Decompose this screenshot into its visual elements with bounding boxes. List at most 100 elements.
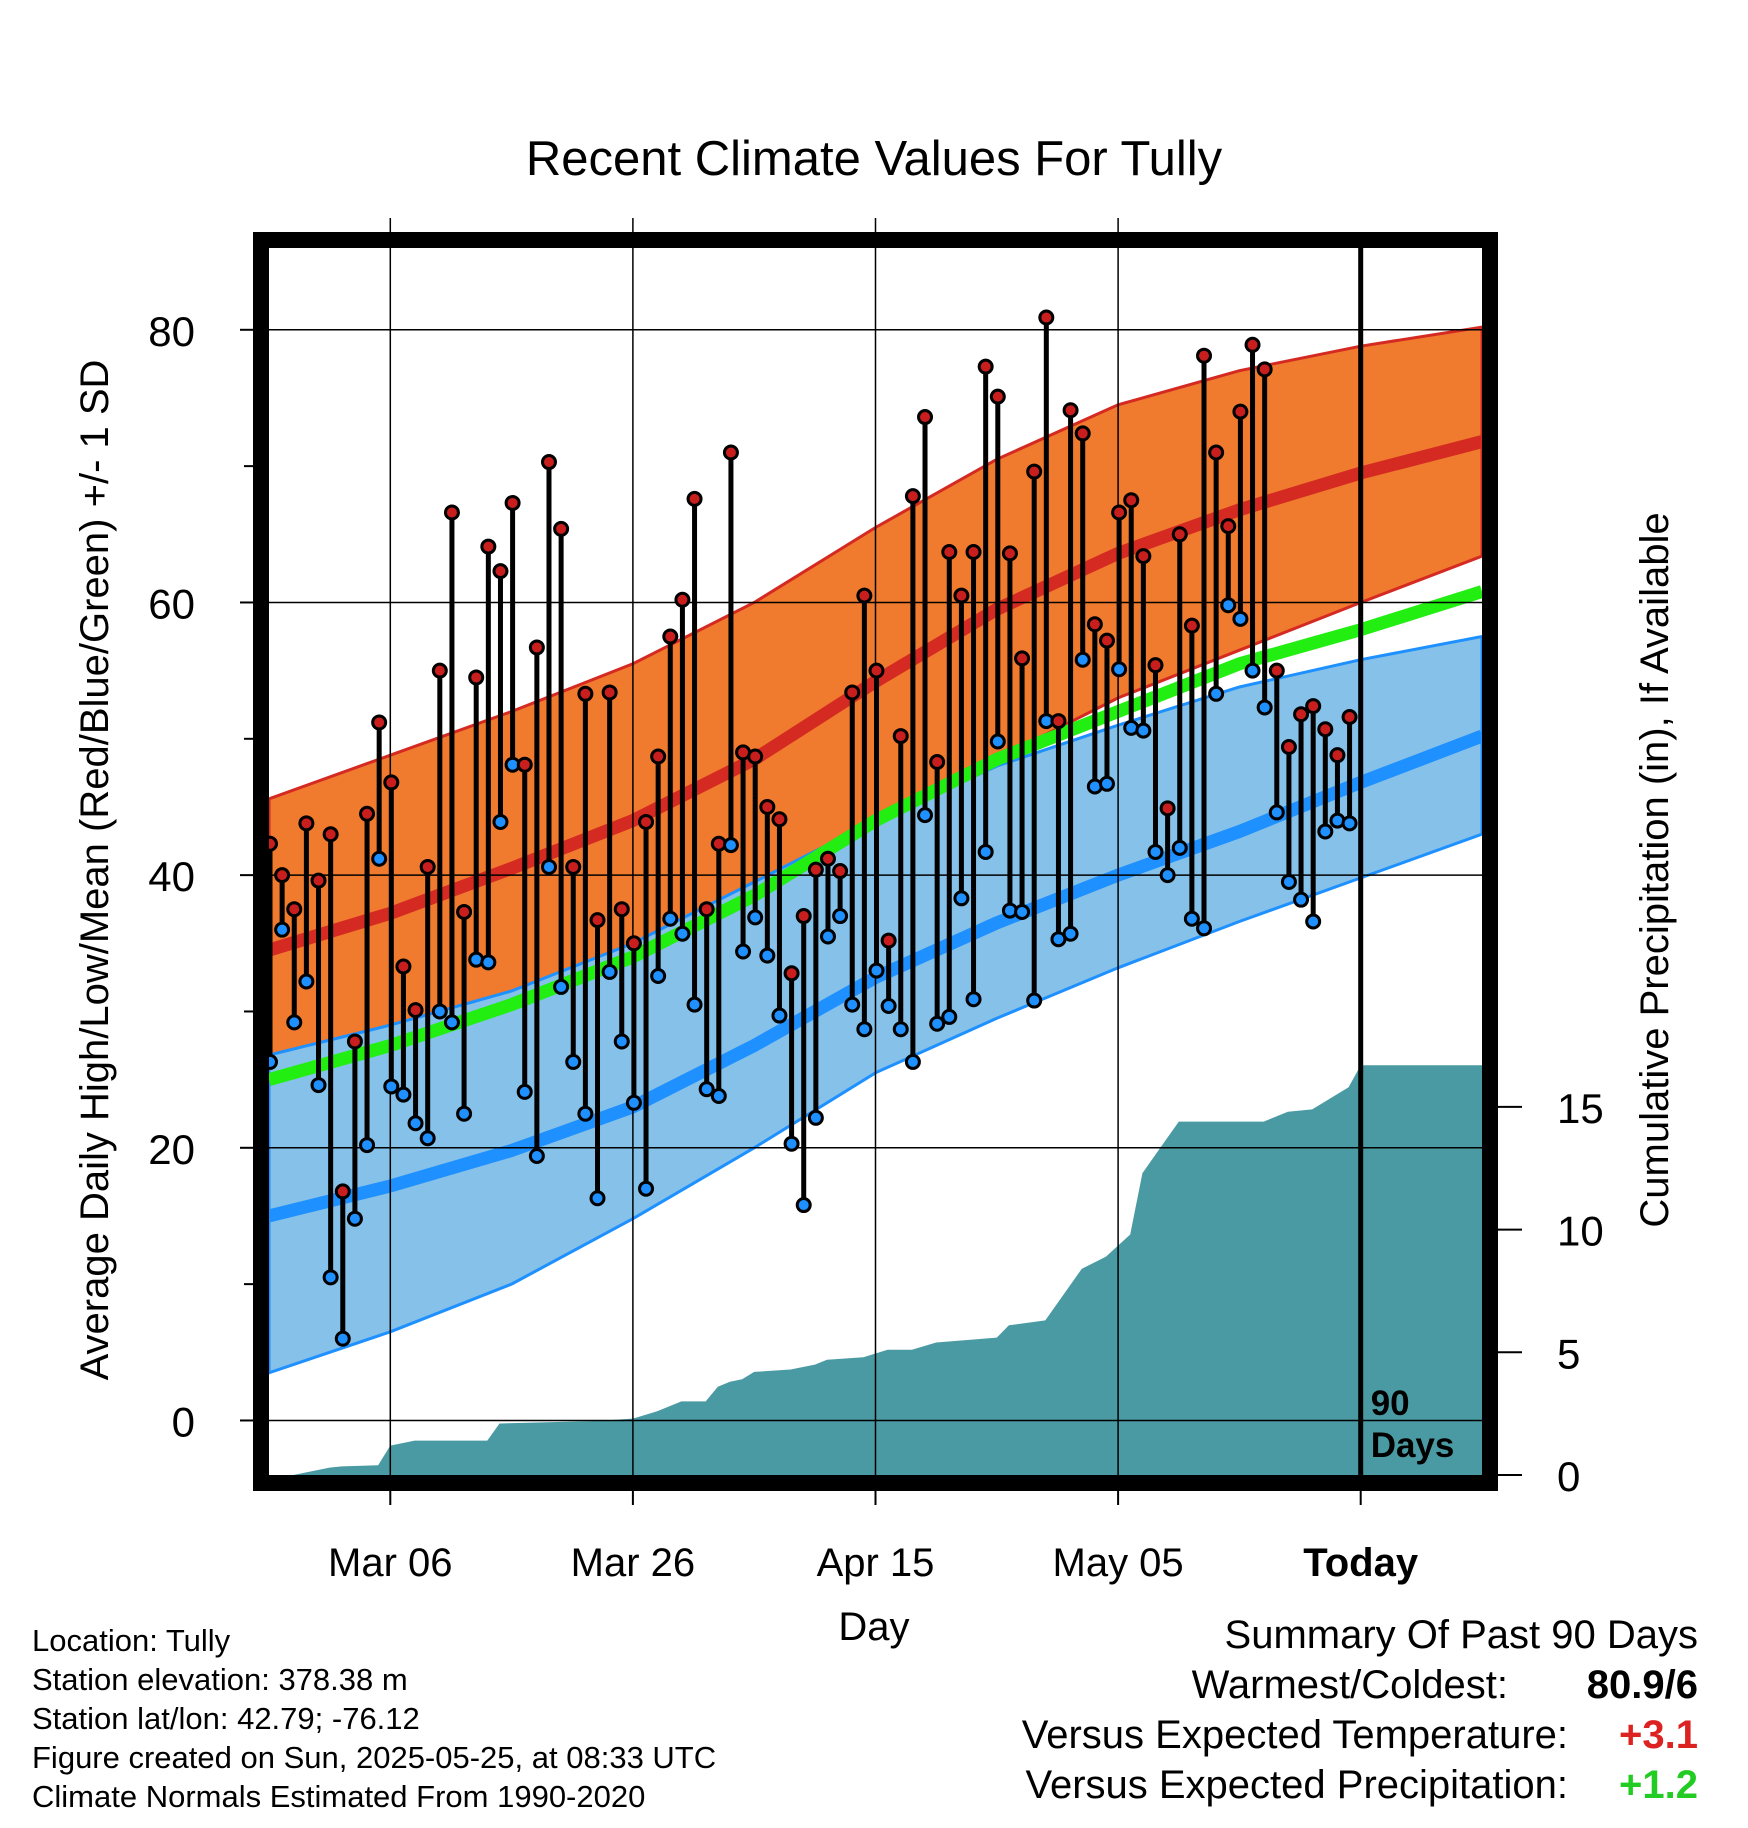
obs-low-point <box>589 1190 606 1207</box>
obs-low-point <box>383 1078 400 1095</box>
obs-high-point <box>540 454 557 471</box>
obs-low-point <box>1208 685 1225 702</box>
obs-high-point <box>819 850 836 867</box>
temp-anomaly-label: Versus Expected Temperature: <box>1021 1713 1568 1757</box>
obs-high-point <box>1050 713 1067 730</box>
y-tick-label: 40 <box>148 853 195 900</box>
obs-high-point <box>1268 662 1285 679</box>
x-axis-label: Day <box>838 1605 909 1649</box>
obs-high-point <box>1317 721 1334 738</box>
obs-high-point <box>1171 526 1188 543</box>
obs-high-point <box>528 639 545 656</box>
obs-low-point <box>613 1033 630 1050</box>
obs-high-point <box>807 861 824 878</box>
obs-high-point <box>1135 548 1152 565</box>
summary-title: Summary Of Past 90 Days <box>1224 1613 1698 1657</box>
obs-high-point <box>419 858 436 875</box>
obs-low-point <box>310 1077 327 1094</box>
obs-low-point <box>747 909 764 926</box>
obs-high-point <box>298 815 315 832</box>
obs-high-point <box>468 669 485 686</box>
obs-low-point <box>941 1008 958 1025</box>
obs-low-point <box>346 1210 363 1227</box>
obs-high-point <box>1086 616 1103 633</box>
obs-high-point <box>856 587 873 604</box>
obs-high-point <box>638 813 655 830</box>
obs-high-point <box>443 504 460 521</box>
obs-high-point <box>1123 492 1140 509</box>
obs-low-point <box>1098 775 1115 792</box>
obs-high-point <box>1147 657 1164 674</box>
obs-low-point <box>674 925 691 942</box>
obs-low-point <box>1256 699 1273 716</box>
obs-high-point <box>1183 617 1200 634</box>
obs-low-point <box>917 807 934 824</box>
obs-low-point <box>1220 597 1237 614</box>
obs-low-point <box>1305 913 1322 930</box>
obs-low-point <box>807 1109 824 1126</box>
obs-low-point <box>1232 610 1249 627</box>
obs-low-point <box>577 1105 594 1122</box>
obs-high-point <box>977 358 994 375</box>
obs-high-point <box>662 628 679 645</box>
location-text: Location: Tully <box>32 1623 231 1658</box>
obs-low-point <box>735 943 752 960</box>
obs-low-point <box>443 1014 460 1031</box>
temp-anomaly-value: +3.1 <box>1619 1713 1698 1757</box>
obs-high-point <box>965 544 982 561</box>
obs-low-point <box>686 996 703 1013</box>
obs-low-point <box>334 1330 351 1347</box>
obs-low-point <box>1280 873 1297 890</box>
obs-high-point <box>1014 650 1031 667</box>
obs-high-point <box>832 863 849 880</box>
obs-high-point <box>1280 738 1297 755</box>
obs-high-point <box>1244 336 1261 353</box>
obs-low-point <box>844 996 861 1013</box>
obs-low-point <box>795 1197 812 1214</box>
precip-area <box>293 1065 1482 1475</box>
x-tick-label: Mar 26 <box>571 1541 696 1585</box>
obs-low-point <box>371 850 388 867</box>
obs-low-point <box>892 1021 909 1038</box>
obs-low-point <box>395 1086 412 1103</box>
obs-high-point <box>359 805 376 822</box>
obs-low-point <box>516 1083 533 1100</box>
obs-low-point <box>868 962 885 979</box>
obs-low-point <box>771 1007 788 1024</box>
x-tick-label: Apr 15 <box>817 1541 935 1585</box>
obs-high-point <box>1026 463 1043 480</box>
created-text: Figure created on Sun, 2025-05-25, at 08… <box>32 1740 717 1775</box>
obs-high-point <box>1098 632 1115 649</box>
obs-high-point <box>310 872 327 889</box>
obs-low-point <box>662 910 679 927</box>
obs-low-point <box>638 1180 655 1197</box>
obs-high-point <box>480 538 497 555</box>
obs-low-point <box>698 1081 715 1098</box>
obs-low-point <box>953 890 970 907</box>
obs-low-point <box>419 1130 436 1147</box>
obs-high-point <box>953 587 970 604</box>
normals-note-text: Climate Normals Estimated From 1990-2020 <box>32 1779 646 1814</box>
obs-high-point <box>759 798 776 815</box>
obs-high-point <box>771 811 788 828</box>
obs-low-point <box>1183 910 1200 927</box>
obs-low-point <box>528 1147 545 1164</box>
obs-low-point <box>625 1094 642 1111</box>
y2-tick-label: 10 <box>1557 1208 1604 1255</box>
precip-anomaly-value: +1.2 <box>1619 1763 1698 1807</box>
obs-high-point <box>892 728 909 745</box>
chart-title: Recent Climate Values For Tully <box>526 132 1223 186</box>
obs-low-point <box>710 1087 727 1104</box>
obs-high-point <box>1232 403 1249 420</box>
obs-high-point <box>322 826 339 843</box>
obs-low-point <box>359 1137 376 1154</box>
obs-high-point <box>783 965 800 982</box>
obs-low-point <box>832 908 849 925</box>
obs-high-point <box>553 520 570 537</box>
obs-high-point <box>577 685 594 702</box>
obs-high-point <box>274 867 291 884</box>
obs-high-point <box>601 684 618 701</box>
today-days-label: 90 Days <box>1371 1384 1455 1465</box>
obs-low-point <box>856 1021 873 1038</box>
obs-low-point <box>965 991 982 1008</box>
